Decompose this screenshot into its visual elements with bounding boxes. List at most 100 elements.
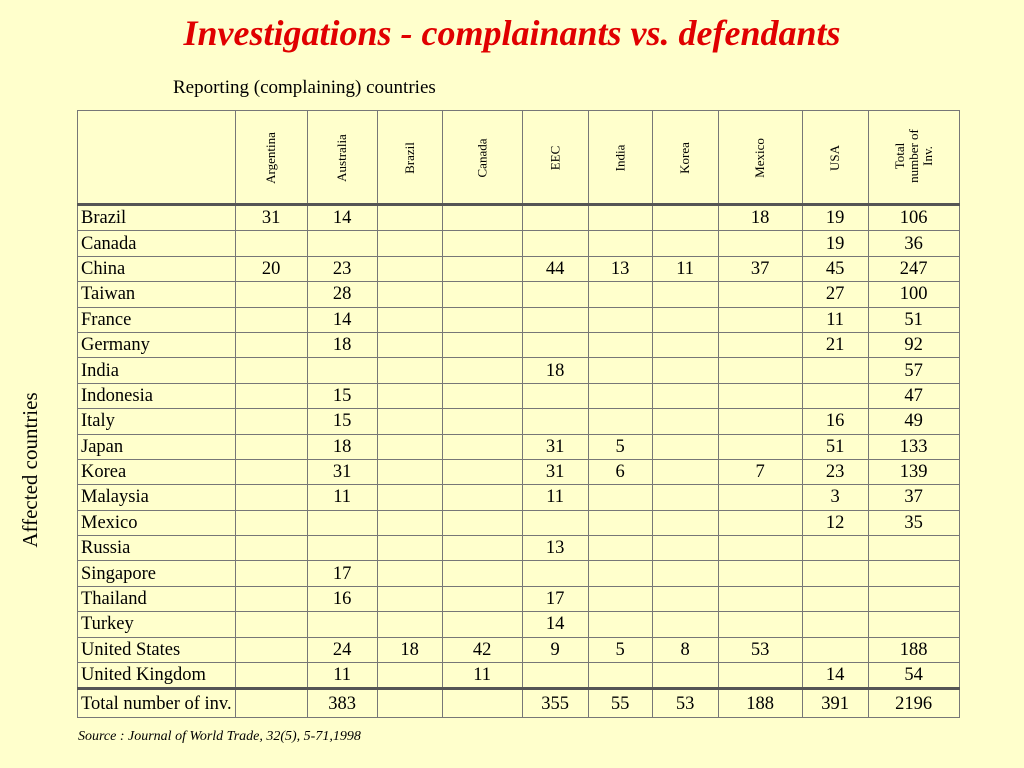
table-row: United States 24 18 42 9 5 8 53 188 — [77, 636, 960, 664]
row-label: Taiwan — [77, 281, 236, 308]
table-cell — [441, 408, 523, 435]
table-cell — [234, 484, 308, 511]
table-cell: 57 — [867, 357, 960, 384]
table-cell — [521, 230, 589, 257]
table-cell: 188 — [717, 687, 803, 719]
column-header: India — [587, 110, 653, 206]
table-cell — [801, 585, 869, 613]
table-cell — [521, 382, 589, 410]
table-cell — [234, 408, 308, 435]
table-cell: 18 — [306, 433, 378, 460]
table-cell — [376, 331, 443, 359]
table-cell — [867, 585, 960, 613]
table-cell: 37 — [867, 484, 960, 511]
table-cell — [234, 331, 308, 359]
table-cell: 55 — [587, 687, 653, 719]
table-cell — [441, 281, 523, 308]
table-row: Brazil 31 14 18 19 106 — [77, 203, 960, 232]
table-cell: 18 — [306, 331, 378, 359]
column-header: Brazil — [376, 110, 443, 206]
table-cell: 3 — [801, 484, 869, 511]
table-cell — [651, 203, 719, 232]
column-header: Argentina — [234, 110, 308, 206]
table-row: United Kingdom 11 11 14 54 — [77, 662, 960, 690]
table-row: Malaysia 11 11 3 37 — [77, 484, 960, 511]
table-cell: 13 — [521, 535, 589, 562]
table-cell: 31 — [521, 433, 589, 460]
table-cell: 13 — [587, 255, 653, 283]
table-cell — [376, 585, 443, 613]
table-cell — [376, 230, 443, 257]
table-cell — [801, 560, 869, 587]
table-cell: 35 — [867, 509, 960, 537]
table-cell — [717, 535, 803, 562]
table-cell — [587, 230, 653, 257]
total-row: Total number of inv. 383 355 55 53 188 391 2196 — [77, 687, 960, 719]
table-cell — [234, 306, 308, 333]
table-row: Singapore 17 — [77, 560, 960, 587]
row-label: Italy — [77, 408, 236, 435]
table-cell — [234, 509, 308, 537]
table-cell — [441, 357, 523, 384]
table-cell — [441, 484, 523, 511]
table-cell: 23 — [306, 255, 378, 283]
row-label: United States — [77, 636, 236, 664]
table-cell — [234, 281, 308, 308]
table-cell: 31 — [521, 458, 589, 486]
table-cell — [587, 535, 653, 562]
table-cell: 53 — [717, 636, 803, 664]
table-cell: 14 — [801, 662, 869, 690]
table-cell — [376, 535, 443, 562]
table-cell: 188 — [867, 636, 960, 664]
row-label: India — [77, 357, 236, 384]
table-cell — [587, 281, 653, 308]
table-cell: 18 — [717, 203, 803, 232]
table-cell — [717, 281, 803, 308]
investigations-table: Argentina Australia Brazil Canada EEC India Ko… — [77, 110, 960, 719]
table-row: Canada 19 36 — [77, 230, 960, 257]
table-cell — [234, 662, 308, 690]
table-cell — [521, 281, 589, 308]
table-cell: 21 — [801, 331, 869, 359]
column-header-label: India — [612, 144, 628, 172]
table-cell — [376, 433, 443, 460]
table-cell — [717, 585, 803, 613]
table-cell: 19 — [801, 203, 869, 232]
table-cell: 14 — [306, 203, 378, 232]
table-cell — [376, 484, 443, 511]
table-cell: 20 — [234, 255, 308, 283]
table-cell: 44 — [521, 255, 589, 283]
table-cell: 2196 — [867, 687, 960, 719]
table-row: Taiwan 28 27 100 — [77, 281, 960, 308]
table-cell: 16 — [306, 585, 378, 613]
table-cell — [587, 306, 653, 333]
table-cell — [234, 535, 308, 562]
column-header-label: Mexico — [752, 138, 768, 178]
table-cell: 47 — [867, 382, 960, 410]
table-cell: 54 — [867, 662, 960, 690]
table-cell — [376, 560, 443, 587]
table-cell — [651, 306, 719, 333]
table-cell — [801, 535, 869, 562]
table-cell — [651, 458, 719, 486]
table-cell — [234, 458, 308, 486]
table-cell — [376, 408, 443, 435]
row-label: Total number of inv. — [77, 687, 236, 719]
table-cell: 8 — [651, 636, 719, 664]
table-cell — [441, 458, 523, 486]
table-cell — [234, 433, 308, 460]
table-cell: 14 — [306, 306, 378, 333]
table-cell — [441, 230, 523, 257]
table-cell — [587, 484, 653, 511]
table-cell: 51 — [801, 433, 869, 460]
column-header: Mexico — [717, 110, 803, 206]
table-cell: 15 — [306, 408, 378, 435]
row-label: Brazil — [77, 203, 236, 232]
table-cell — [587, 357, 653, 384]
row-label: United Kingdom — [77, 662, 236, 690]
table-cell: 12 — [801, 509, 869, 537]
table-cell: 6 — [587, 458, 653, 486]
column-header-label: Canada — [474, 138, 490, 178]
table-cell: 36 — [867, 230, 960, 257]
table-cell — [376, 306, 443, 333]
